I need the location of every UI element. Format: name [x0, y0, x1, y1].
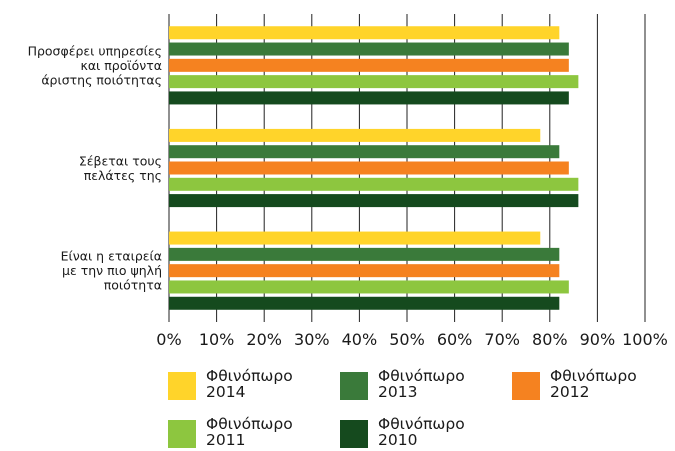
bar — [169, 194, 579, 208]
bar — [169, 128, 541, 142]
category-label: με την πιο ψηλή — [62, 263, 162, 278]
bar — [169, 58, 569, 72]
x-tick-label: 40% — [342, 330, 378, 349]
x-tick-label: 60% — [437, 330, 473, 349]
bars — [169, 26, 579, 310]
bar — [169, 177, 579, 191]
bar — [169, 161, 569, 175]
bar — [169, 42, 569, 56]
category-label: Προσφέρει υπηρεσίες — [28, 43, 162, 58]
category-label: πελάτες της — [84, 168, 162, 183]
category-label: Σέβεται τους — [79, 153, 162, 168]
x-tick-label: 20% — [246, 330, 282, 349]
bar — [169, 296, 560, 310]
x-tick-label: 90% — [580, 330, 616, 349]
category-label: άριστης ποιότητας — [41, 72, 162, 87]
category-label: Είναι η εταιρεία — [61, 249, 162, 264]
bar — [169, 75, 579, 89]
category-label: ποιότητα — [104, 278, 162, 293]
x-tick-label: 50% — [389, 330, 425, 349]
bar — [169, 231, 541, 245]
x-tick-label: 80% — [532, 330, 568, 349]
x-tick-label: 10% — [199, 330, 235, 349]
bar — [169, 264, 560, 278]
bar — [169, 26, 560, 40]
bar — [169, 91, 569, 105]
x-axis-ticks: 0% 10% 20% 30% 40% 50% 60% 70% 80% 90% 100% — [156, 330, 668, 349]
x-tick-label: 0% — [156, 330, 181, 349]
bar — [169, 145, 560, 159]
x-tick-label: 100% — [622, 330, 668, 349]
x-tick-label: 70% — [484, 330, 520, 349]
bar — [169, 280, 569, 294]
x-tick-label: 30% — [294, 330, 330, 349]
category-label: και προϊόντα — [80, 58, 162, 73]
bar — [169, 247, 560, 261]
